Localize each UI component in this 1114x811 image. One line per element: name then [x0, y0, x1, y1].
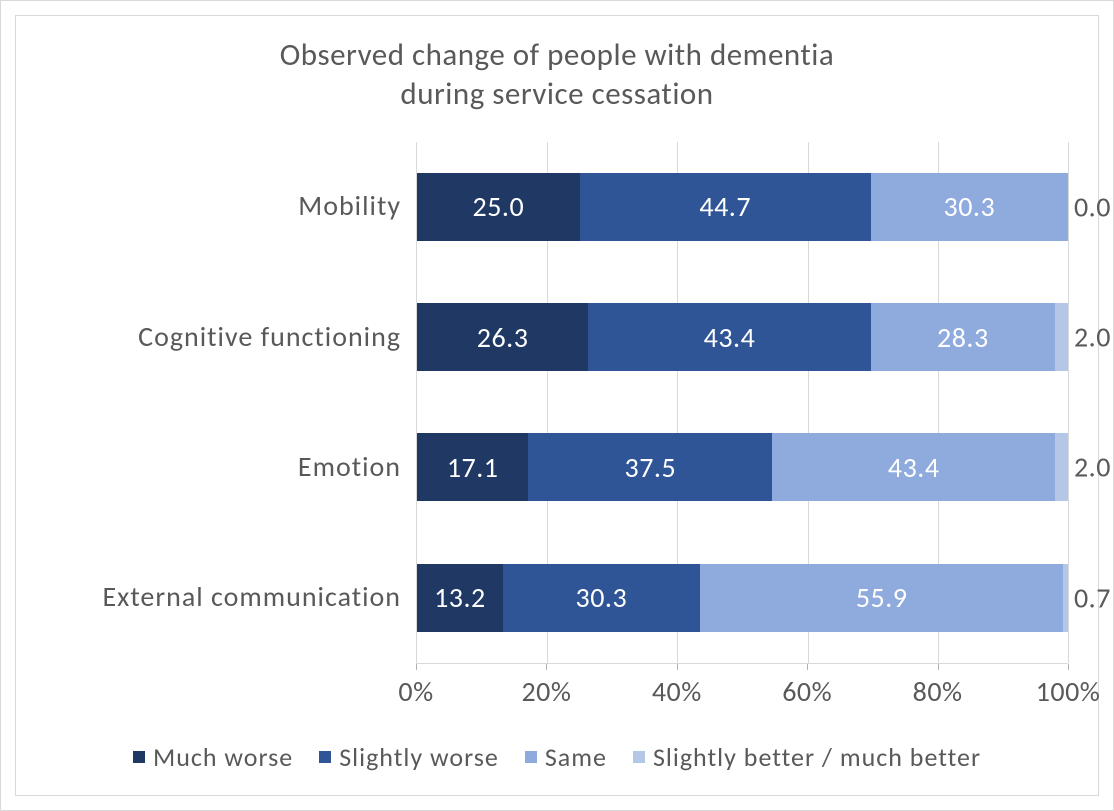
legend-item: Same	[525, 741, 607, 773]
y-axis-label: Mobility	[46, 179, 401, 234]
chart-frame: Observed change of people with dementia …	[0, 0, 1114, 811]
bar-segment: 13.2	[417, 564, 503, 632]
y-axis-labels: Mobility Cognitive functioning Emotion Exte…	[46, 142, 416, 664]
legend-label: Much worse	[153, 741, 293, 773]
chart-inner: Observed change of people with dementia …	[15, 15, 1099, 796]
legend-item: Slightly better / much better	[633, 741, 981, 773]
bar-segment: 2.0	[1055, 303, 1068, 371]
bar-row: 25.044.730.30.0	[417, 173, 1068, 241]
bar-value-label: 0.7	[1068, 580, 1111, 615]
y-axis-label: External communication	[46, 570, 401, 625]
bar-segment: 2.0	[1055, 433, 1068, 501]
x-tick-label: 80%	[913, 674, 963, 709]
legend-label: Slightly worse	[339, 741, 499, 773]
bars-container: 25.044.730.30.026.343.428.32.017.137.543…	[417, 142, 1068, 664]
x-axis-spacer	[46, 663, 416, 733]
bar-value-label: 0.0	[1068, 189, 1111, 224]
x-axis-ticks: 0%20%40%60%80%100%	[416, 663, 1068, 733]
y-axis-label: Emotion	[46, 440, 401, 495]
bar-row: 26.343.428.32.0	[417, 303, 1068, 371]
x-tick-mark	[1068, 664, 1069, 670]
x-tick-label: 20%	[521, 674, 571, 709]
bar-segment: 43.4	[772, 433, 1055, 501]
x-tick-mark	[677, 664, 678, 670]
x-tick-label: 100%	[1036, 674, 1101, 709]
bar-row: 17.137.543.42.0	[417, 433, 1068, 501]
x-tick-mark	[416, 664, 417, 670]
bar-segment: 43.4	[588, 303, 871, 371]
bar-segment: 30.3	[871, 173, 1068, 241]
x-tick-mark	[807, 664, 808, 670]
x-tick-mark	[938, 664, 939, 670]
legend-swatch	[525, 751, 537, 763]
plot-area: 25.044.730.30.026.343.428.32.017.137.543…	[416, 142, 1068, 664]
bar-segment: 28.3	[871, 303, 1055, 371]
legend: Much worse Slightly worse Same Slightly bet…	[46, 733, 1068, 785]
bar-segment: 0.7	[1063, 564, 1068, 632]
bar-segment: 30.3	[503, 564, 700, 632]
x-tick-label: 60%	[782, 674, 832, 709]
plot-row: Mobility Cognitive functioning Emotion Exte…	[46, 142, 1068, 664]
x-tick-label: 40%	[652, 674, 702, 709]
x-tick-mark	[546, 664, 547, 670]
legend-label: Slightly better / much better	[653, 741, 981, 773]
bar-segment: 17.1	[417, 433, 528, 501]
bar-value-label: 2.0	[1068, 450, 1111, 485]
chart-title: Observed change of people with dementia …	[46, 36, 1068, 114]
y-axis-label: Cognitive functioning	[46, 310, 401, 365]
bar-row: 13.230.355.90.7	[417, 564, 1068, 632]
bar-segment: 44.7	[580, 173, 871, 241]
legend-item: Much worse	[133, 741, 293, 773]
legend-label: Same	[545, 741, 607, 773]
bar-segment: 55.9	[700, 564, 1064, 632]
bar-segment: 25.0	[417, 173, 580, 241]
bar-value-label: 2.0	[1068, 320, 1111, 355]
x-axis-row: 0%20%40%60%80%100%	[46, 663, 1068, 733]
legend-swatch	[133, 751, 145, 763]
bar-segment: 26.3	[417, 303, 588, 371]
legend-swatch	[319, 751, 331, 763]
legend-item: Slightly worse	[319, 741, 499, 773]
chart-title-line2: during service cessation	[400, 75, 713, 113]
bar-segment: 37.5	[528, 433, 772, 501]
legend-swatch	[633, 751, 645, 763]
chart-title-line1: Observed change of people with dementia	[280, 36, 834, 74]
x-tick-label: 0%	[398, 674, 433, 709]
